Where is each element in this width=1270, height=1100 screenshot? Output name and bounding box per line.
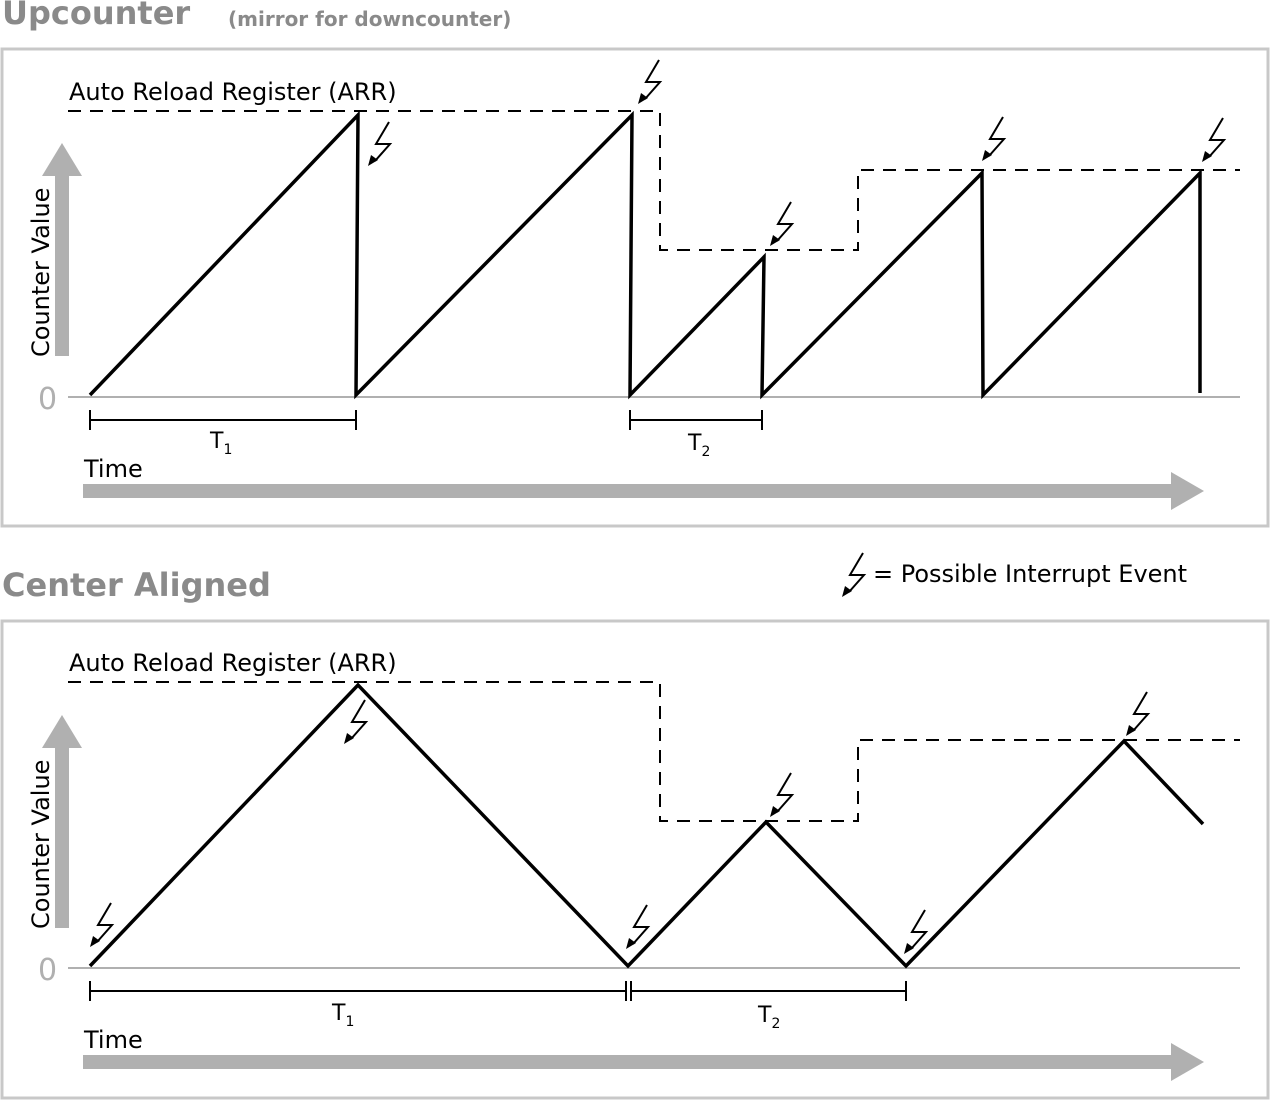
center-aligned-y-axis-arrow — [42, 715, 82, 928]
upcounter-y-axis-arrow — [42, 143, 82, 356]
interrupt-bolt-icon — [367, 121, 391, 167]
center-aligned-waveform — [88, 682, 1205, 969]
upcounter-subtitle: (mirror for downcounter) — [228, 7, 511, 31]
center-aligned-t1-label: T1 — [331, 1001, 354, 1030]
interrupt-bolt-icon — [1125, 691, 1149, 737]
center-aligned-t1-bracket — [89, 981, 627, 1001]
interrupt-bolt-icon — [89, 902, 113, 948]
interrupt-bolt-icon — [769, 201, 793, 247]
upcounter-time-label: Time — [83, 455, 143, 483]
center-aligned-t2-label: T2 — [757, 1003, 780, 1032]
upcounter-zero-label: 0 — [38, 382, 57, 417]
interrupt-bolt-icon — [343, 699, 367, 745]
legend-bolt-icon — [841, 552, 865, 598]
upcounter-y-label: Counter Value — [27, 188, 55, 357]
center-aligned-title: Center Aligned — [2, 566, 271, 604]
upcounter-frame — [0, 47, 1270, 528]
center-aligned-arr-line — [68, 681, 1240, 822]
center-aligned-frame — [0, 619, 1270, 1100]
interrupt-bolt-icon — [637, 59, 661, 105]
interrupt-bolt-icon — [769, 772, 793, 818]
center-aligned-t2-bracket — [630, 981, 907, 1001]
upcounter-arr-line — [68, 110, 1240, 251]
upcounter-t1-label: T1 — [209, 429, 232, 458]
center-aligned-arr-label: Auto Reload Register (ARR) — [69, 649, 397, 677]
upcounter-waveform — [88, 110, 1202, 400]
interrupt-bolt-icon — [625, 904, 649, 950]
interrupt-bolt-icon — [981, 116, 1005, 162]
interrupt-bolt-icon — [1201, 117, 1225, 163]
upcounter-t1-bracket — [89, 410, 357, 430]
upcounter-arr-label: Auto Reload Register (ARR) — [69, 78, 397, 106]
center-aligned-zero-label: 0 — [38, 953, 57, 988]
upcounter-t2-label: T2 — [687, 431, 710, 460]
center-aligned-y-label: Counter Value — [27, 760, 55, 929]
legend-text: = Possible Interrupt Event — [873, 560, 1187, 588]
center-aligned-time-label: Time — [83, 1026, 143, 1054]
upcounter-t2-bracket — [629, 410, 763, 430]
center-aligned-time-arrow — [83, 1043, 1204, 1081]
upcounter-time-arrow — [83, 472, 1204, 510]
upcounter-title: Upcounter — [2, 0, 190, 32]
